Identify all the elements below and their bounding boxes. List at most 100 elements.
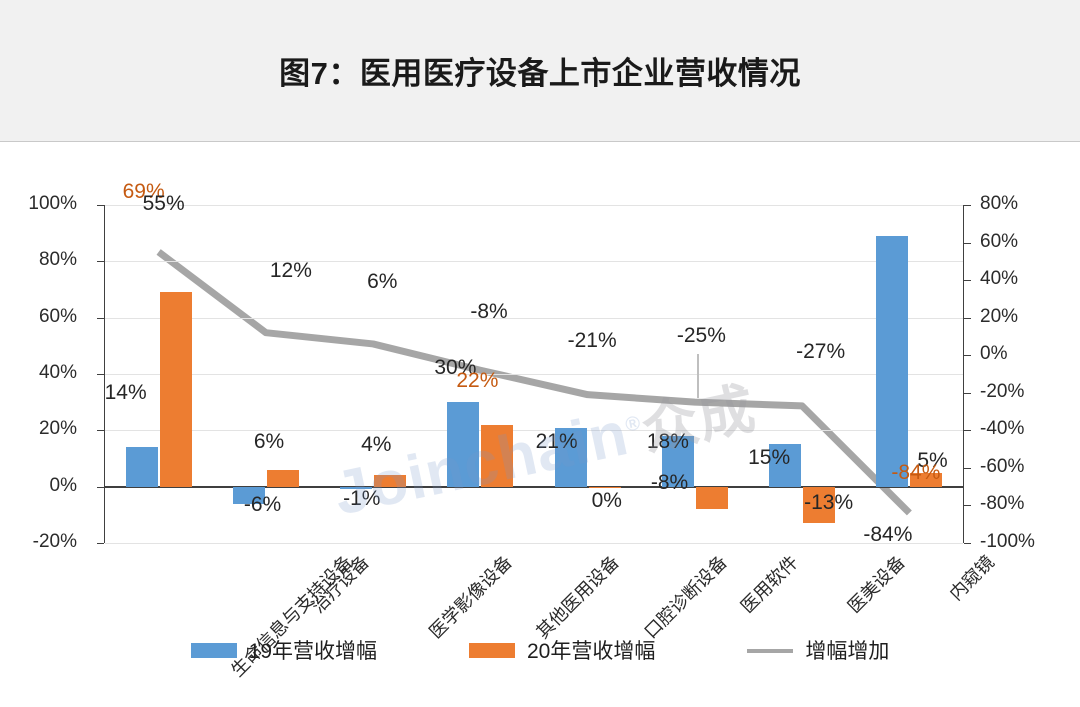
legend-label: 19年营收增幅 xyxy=(248,640,377,663)
y-axis-left-tick xyxy=(97,261,104,263)
data-label-line: -8% xyxy=(470,300,508,324)
chart-canvas: 100% 80% 60% 40% 20% 0% -20% 80% 60% 40% 20% 0% -20%… xyxy=(0,142,1080,707)
y-axis-left-tick xyxy=(97,317,104,319)
data-label-blue: 30% xyxy=(434,356,477,380)
data-label-orange: 69% xyxy=(122,180,165,204)
legend-item-3[interactable]: 增幅增加 xyxy=(747,635,889,665)
gridline xyxy=(105,543,963,544)
bar-orange xyxy=(374,475,407,487)
y-axis-right-tick xyxy=(964,355,971,357)
data-label-line: 55% xyxy=(142,191,185,215)
bar-blue xyxy=(232,486,265,504)
y-axis-left-tick xyxy=(97,430,104,432)
data-label-blue: 18% xyxy=(646,429,689,453)
y-axis-right-tick-label: 40% xyxy=(980,268,1019,290)
data-label-blue: -1% xyxy=(343,486,381,510)
page-title: 图7：医用医疗设备上市企业营收情况 xyxy=(279,56,801,91)
legend-item-1[interactable]: 19年营收增幅 xyxy=(190,635,377,665)
y-axis-right-tick-label: -40% xyxy=(980,418,1025,440)
bar-blue xyxy=(876,235,909,487)
zero-baseline xyxy=(105,485,963,488)
legend-swatch-line xyxy=(747,643,794,658)
bar-blue xyxy=(554,427,587,487)
y-axis-right-tick xyxy=(964,392,971,394)
gridline xyxy=(105,205,963,206)
data-label-line: 6% xyxy=(367,269,398,293)
y-axis-left-tick xyxy=(97,486,104,488)
bar-blue xyxy=(340,486,373,490)
bar-orange xyxy=(803,486,836,524)
gridline xyxy=(105,317,963,319)
y-axis-right-tick xyxy=(964,280,971,282)
y-axis-left-tick-label: 40% xyxy=(38,362,77,383)
y-axis-right-tick xyxy=(964,505,971,507)
chart-legend: 19年营收增幅 20年营收增幅 增幅增加 xyxy=(0,630,1080,670)
bar-orange xyxy=(481,424,514,487)
header-band: 图7：医用医疗设备上市企业营收情况 xyxy=(0,0,1080,142)
y-axis-right-tick-label: -20% xyxy=(980,380,1025,402)
y-axis-right-tick-label: 60% xyxy=(980,230,1019,252)
bar-orange xyxy=(695,486,728,510)
x-axis-category-label: 内窥镜 xyxy=(946,551,999,605)
legend-item-2[interactable]: 20年营收增幅 xyxy=(469,635,655,665)
y-axis-left-tick-label: 20% xyxy=(38,418,77,440)
gridline xyxy=(105,261,963,263)
y-axis-left-spine xyxy=(104,205,105,543)
data-label-blue: 5% xyxy=(917,448,948,472)
legend-swatch-orange xyxy=(469,642,515,658)
y-axis-right-tick xyxy=(964,205,971,206)
y-axis-right-tick xyxy=(964,430,971,432)
legend-swatch-blue xyxy=(190,642,237,658)
y-axis-left-tick-label: -20% xyxy=(32,531,77,552)
data-label-blue: 15% xyxy=(748,446,791,470)
data-label-line: 12% xyxy=(269,258,312,282)
y-axis-right-tick-label: 80% xyxy=(980,193,1019,214)
y-axis-right-tick-label: -80% xyxy=(980,493,1025,515)
y-axis-right-tick-label: 20% xyxy=(980,305,1019,327)
data-label-line: -25% xyxy=(676,324,726,348)
bar-blue xyxy=(769,444,802,487)
data-label-blue: 21% xyxy=(535,429,578,453)
data-label-line: -21% xyxy=(567,328,617,352)
y-axis-left-tick xyxy=(97,543,104,544)
x-axis-category-label: 医美设备 xyxy=(844,551,910,617)
gridline xyxy=(105,430,963,432)
legend-label: 20年营收增幅 xyxy=(527,640,656,663)
data-label-orange: -13% xyxy=(804,490,854,514)
bar-orange xyxy=(588,486,621,488)
data-label-orange: 0% xyxy=(591,488,622,512)
gridline xyxy=(105,374,963,375)
y-axis-right-tick xyxy=(964,317,971,319)
data-label-orange: 4% xyxy=(361,433,392,457)
legend-label: 增幅增加 xyxy=(805,640,890,663)
data-label-orange: 6% xyxy=(253,429,285,453)
data-label-leader-line xyxy=(696,354,699,399)
x-axis-category-label: 医用软件 xyxy=(736,551,802,617)
y-axis-right-tick-label: -60% xyxy=(980,455,1025,477)
y-axis-left-tick-label: 100% xyxy=(28,193,77,214)
y-axis-right-tick xyxy=(964,543,971,544)
y-axis-right-tick-label: 0% xyxy=(980,343,1008,365)
bar-orange xyxy=(159,292,192,487)
y-axis-left-tick-label: 0% xyxy=(49,474,77,496)
bar-orange xyxy=(266,469,299,487)
y-axis-right-tick xyxy=(964,467,971,469)
y-axis-right-spine xyxy=(963,205,964,543)
y-axis-left-tick-label: 60% xyxy=(38,305,77,327)
y-axis-left-tick-label: 80% xyxy=(38,249,77,271)
bar-blue xyxy=(125,447,158,487)
data-label-blue: -6% xyxy=(243,492,282,516)
y-axis-right-tick-label: -100% xyxy=(980,531,1035,552)
y-axis-left-tick xyxy=(97,374,104,375)
data-label-line: -84% xyxy=(863,522,913,546)
data-label-line: -27% xyxy=(796,339,846,363)
bar-orange xyxy=(910,472,943,487)
y-axis-left-tick xyxy=(97,205,104,206)
bar-blue xyxy=(661,435,694,487)
y-axis-right-tick xyxy=(964,242,971,244)
data-label-orange: 22% xyxy=(456,368,499,392)
data-label-blue: 14% xyxy=(104,381,147,405)
bar-blue xyxy=(447,402,480,487)
data-label-orange: -8% xyxy=(650,470,689,494)
